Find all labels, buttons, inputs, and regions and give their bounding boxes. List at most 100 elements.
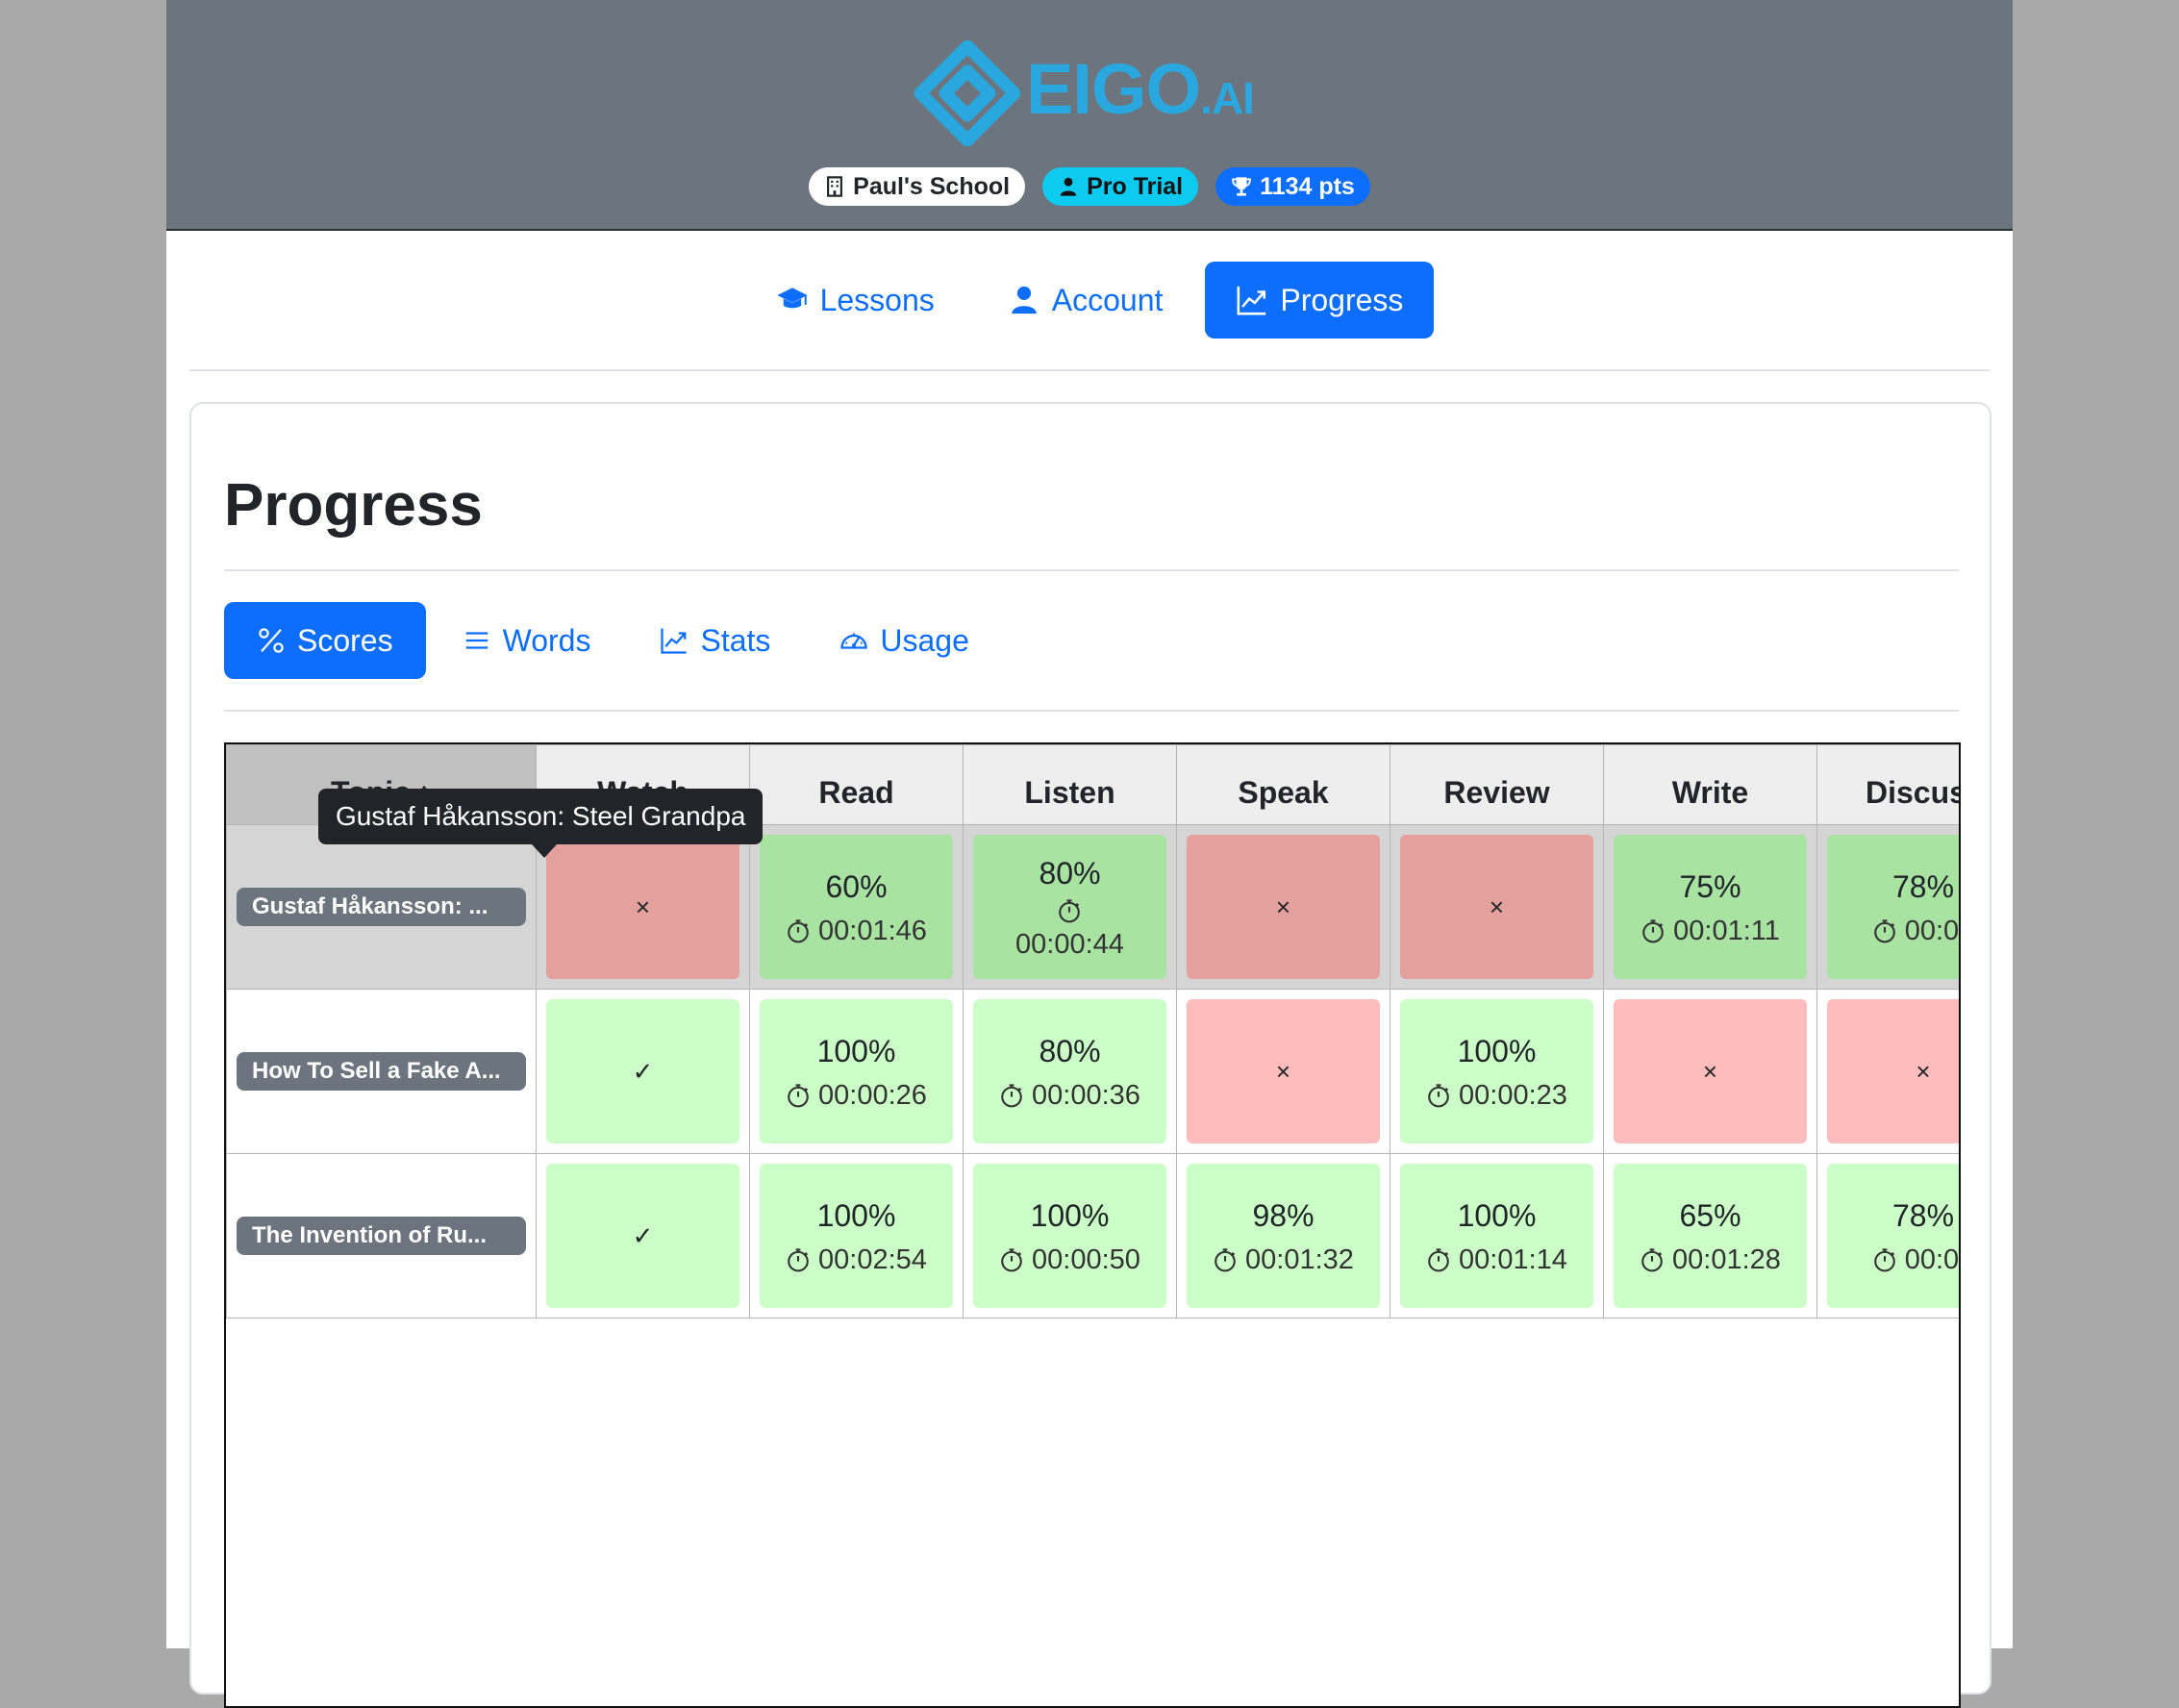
tab-usage[interactable]: Usage — [807, 602, 1002, 679]
score-box[interactable]: 100% 00:00:26 — [760, 999, 953, 1143]
score-time-value: 00:00:50 — [1032, 1243, 1140, 1275]
speedometer-icon — [840, 633, 868, 649]
score-box[interactable]: 65% 00:01:28 — [1614, 1164, 1807, 1308]
score-box[interactable]: 80% 00:00:44 — [973, 835, 1166, 979]
score-cell-listen: 80% 00:00:44 — [963, 824, 1177, 990]
column-header-review[interactable]: Review — [1390, 744, 1604, 825]
topic-cell: The Invention of Ru... — [226, 1153, 537, 1319]
tab-stats[interactable]: Stats — [627, 602, 803, 679]
topic-pill[interactable]: Gustaf Håkansson: ... — [237, 888, 526, 926]
topic-pill[interactable]: How To Sell a Fake A... — [237, 1052, 526, 1091]
score-cell-speak: × — [1176, 989, 1390, 1154]
column-header-listen[interactable]: Listen — [963, 744, 1177, 825]
cross-mark: × — [1702, 1056, 1718, 1086]
score-time-value: 00:01 — [1904, 915, 1960, 946]
divider — [224, 710, 1959, 712]
score-time-value: 00:07 — [1904, 1243, 1960, 1275]
score-box[interactable]: × — [1827, 999, 1959, 1143]
score-percent: 75% — [1679, 868, 1741, 904]
score-time-value: 00:02:54 — [818, 1243, 927, 1275]
score-box[interactable]: ✓ — [546, 1164, 739, 1308]
score-box[interactable]: 100% 00:01:14 — [1400, 1164, 1593, 1308]
points-badge[interactable]: 1134 pts — [1215, 167, 1370, 206]
table-row: The Invention of Ru... ✓ 100% 00:02:54 100% 0… — [226, 1153, 1960, 1319]
score-box[interactable]: 75% 00:01:11 — [1614, 835, 1807, 979]
cross-mark: × — [1275, 892, 1291, 921]
nav-progress-label: Progress — [1280, 282, 1404, 317]
score-time-value: 00:00:23 — [1459, 1079, 1567, 1111]
check-mark: ✓ — [632, 1056, 654, 1086]
score-time: 00:01:46 — [786, 916, 927, 947]
score-cell-watch: ✓ — [536, 1153, 750, 1319]
column-header-write[interactable]: Write — [1603, 744, 1817, 825]
score-cell-read: 100% 00:02:54 — [749, 1153, 964, 1319]
app-page: EIGO.AI Paul's School Pro Tr — [166, 0, 2013, 1708]
scores-table-container[interactable]: Topic↑ Watch Read Listen Speak Review Wr… — [224, 742, 1961, 1708]
header: EIGO.AI Paul's School Pro Tr — [166, 0, 2013, 231]
topic-cell: How To Sell a Fake A... — [226, 989, 537, 1154]
score-time-value: 00:00:44 — [1015, 928, 1124, 960]
nav-lessons[interactable]: Lessons — [745, 262, 965, 339]
tab-scores-label: Scores — [297, 622, 393, 658]
score-box[interactable]: 100% 00:00:23 — [1400, 999, 1593, 1143]
column-header-discuss[interactable]: Discus — [1816, 744, 1959, 825]
score-box[interactable]: × — [1400, 835, 1593, 979]
graph-up-icon — [661, 628, 687, 654]
table-row: How To Sell a Fake A... ✓ 100% 00:00:26 80% 0… — [226, 989, 1959, 1154]
stopwatch-icon — [1001, 1248, 1022, 1272]
score-time: 00:01:14 — [1426, 1244, 1567, 1276]
topic-cell: Gustaf Håkansson: ... — [226, 824, 537, 990]
score-percent: 78% — [1891, 868, 1955, 904]
score-time: 00:00:44 — [1015, 898, 1124, 961]
score-box[interactable]: 100% 00:02:54 — [760, 1164, 953, 1308]
check-mark: ✓ — [632, 1220, 654, 1250]
score-cell-speak: 98% 00:01:32 — [1176, 1153, 1390, 1319]
stopwatch-icon — [1215, 1248, 1236, 1272]
score-box[interactable]: 100% 00:00:50 — [973, 1164, 1166, 1308]
person-icon — [1012, 286, 1037, 314]
score-time: 00:01:11 — [1641, 916, 1780, 947]
nav-progress[interactable]: Progress — [1205, 262, 1435, 339]
score-percent: 98% — [1252, 1197, 1315, 1233]
points-badge-label: 1134 pts — [1260, 172, 1355, 200]
eigo-logo[interactable]: EIGO.AI — [914, 39, 1270, 147]
school-badge[interactable]: Paul's School — [809, 167, 1026, 206]
tab-words[interactable]: Words — [430, 602, 624, 679]
score-box[interactable]: 80% 00:00:36 — [973, 999, 1166, 1143]
score-percent: 78% — [1891, 1197, 1955, 1233]
score-box[interactable]: ✓ — [546, 999, 739, 1143]
score-time: 00:01 — [1872, 915, 1960, 947]
score-cell-watch: ✓ — [536, 989, 750, 1154]
tab-scores[interactable]: Scores — [224, 602, 426, 679]
score-time-value: 00:00:26 — [818, 1079, 927, 1111]
column-header-read[interactable]: Read — [749, 744, 964, 825]
score-box[interactable]: 98% 00:01:32 — [1187, 1164, 1380, 1308]
column-header-speak[interactable]: Speak — [1176, 744, 1390, 825]
score-time-value: 00:01:28 — [1672, 1243, 1781, 1275]
score-time: 00:01:32 — [1213, 1244, 1354, 1276]
score-time: 00:00:36 — [999, 1080, 1140, 1112]
graph-up-icon — [1237, 286, 1266, 315]
topic-pill[interactable]: The Invention of Ru... — [237, 1217, 526, 1255]
nav-account[interactable]: Account — [977, 262, 1194, 339]
score-cell-write: 65% 00:01:28 — [1603, 1153, 1817, 1319]
score-box[interactable]: × — [1187, 835, 1380, 979]
cross-mark: × — [1275, 1056, 1291, 1086]
score-cell-listen: 80% 00:00:36 — [963, 989, 1177, 1154]
graduation-cap-icon — [776, 288, 808, 309]
score-box[interactable]: × — [546, 835, 739, 979]
score-time: 00:02:54 — [786, 1244, 927, 1276]
table-header-row: Topic↑ Watch Read Listen Speak Review Wr… — [226, 744, 1959, 825]
score-percent: 80% — [1039, 855, 1101, 891]
header-badges: Paul's School Pro Trial 1134 pts — [166, 167, 2013, 208]
stopwatch-icon — [1873, 919, 1895, 943]
score-box[interactable]: 60% 00:01:46 — [760, 835, 953, 979]
score-box[interactable]: × — [1614, 999, 1807, 1143]
score-box[interactable]: × — [1187, 999, 1380, 1143]
plan-badge[interactable]: Pro Trial — [1042, 167, 1199, 206]
trophy-icon — [1232, 177, 1252, 196]
stopwatch-icon — [788, 919, 809, 943]
nav-account-label: Account — [1051, 282, 1164, 317]
score-box[interactable]: 78% 00:01 — [1827, 835, 1960, 979]
score-box[interactable]: 78% 00:07 — [1827, 1164, 1960, 1308]
